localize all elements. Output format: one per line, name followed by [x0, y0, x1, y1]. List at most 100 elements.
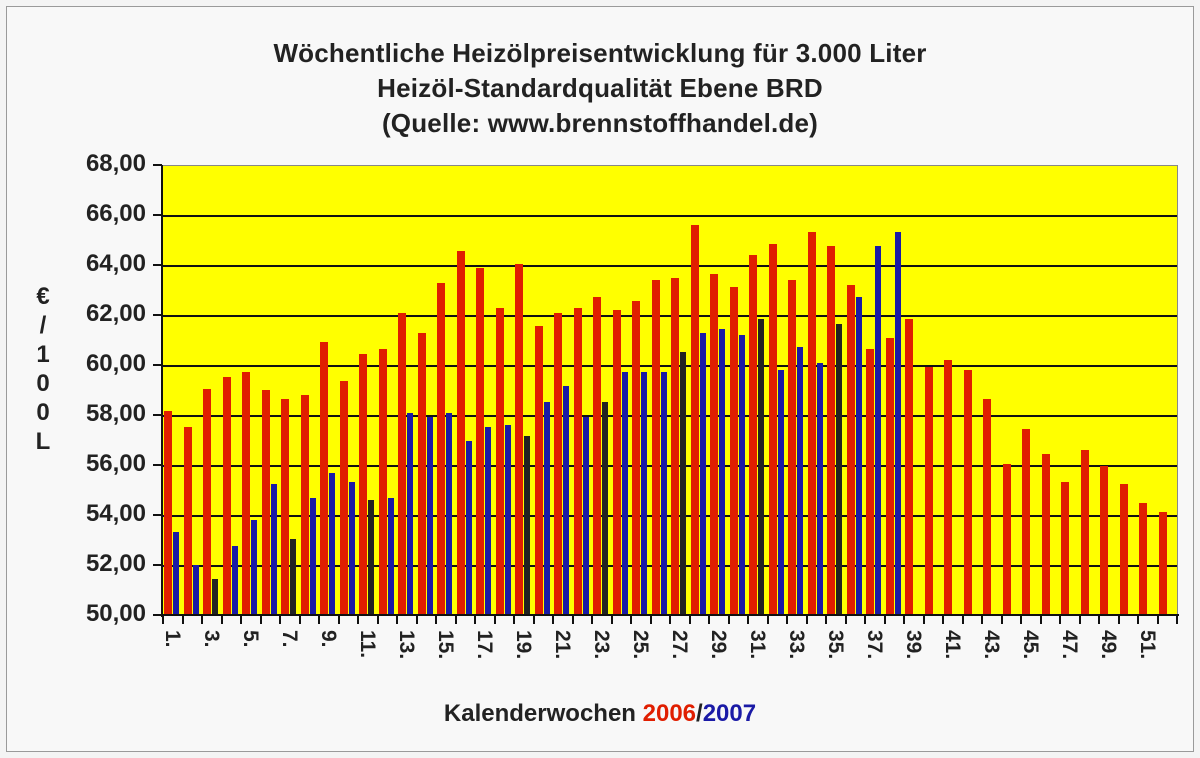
x-tick-label: 29. — [706, 630, 730, 660]
bar-2006 — [242, 372, 250, 616]
bar-2006 — [222, 377, 231, 616]
bar-2006 — [1022, 429, 1030, 616]
bar-2006 — [963, 370, 972, 616]
bar-2007 — [894, 232, 901, 616]
bar-2007 — [465, 441, 472, 616]
bar-2006 — [300, 395, 309, 616]
gridline — [163, 515, 1177, 517]
x-tick-mark — [591, 616, 593, 624]
y-tick-label: 58,00 — [85, 400, 146, 427]
y-axis-label: €/1 0 0 L — [32, 282, 54, 456]
x-tick-mark — [1020, 616, 1022, 624]
x-tick-mark — [727, 616, 730, 624]
x-tick-label: 43. — [979, 630, 1003, 660]
x-tick-mark — [181, 616, 184, 624]
bar-2007 — [485, 427, 491, 616]
x-tick-mark — [922, 616, 925, 624]
bar-2007 — [290, 539, 296, 616]
bar-2006 — [456, 251, 465, 616]
gridline — [163, 265, 1177, 267]
x-tick-mark — [337, 616, 340, 624]
x-axis-label-prefix: Kalenderwochen — [443, 700, 643, 727]
bar-2007 — [387, 498, 394, 616]
bar-2007 — [582, 417, 589, 616]
x-axis-line — [161, 614, 1179, 616]
bar-2006 — [398, 313, 406, 616]
x-tick-label: 35. — [823, 630, 847, 660]
x-tick-mark — [688, 616, 691, 624]
x-tick-mark — [1098, 616, 1100, 624]
bar-2006 — [846, 285, 855, 616]
bar-2007 — [758, 319, 764, 616]
bar-2006 — [534, 326, 543, 616]
y-tick-mark — [153, 414, 162, 416]
x-tick-label: 11. — [355, 630, 379, 659]
chart-title-line3: (Quelle: www.brennstoffhandel.de) — [381, 108, 819, 138]
bar-2006 — [905, 319, 913, 616]
bar-2007 — [621, 372, 628, 616]
bar-2006 — [320, 342, 328, 616]
x-axis-label-year-2007: 2007 — [702, 700, 757, 727]
gridline — [163, 365, 1177, 367]
x-tick-label: 3. — [199, 630, 223, 648]
bar-2006 — [944, 360, 952, 616]
bar-2006 — [827, 246, 835, 616]
x-tick-mark — [474, 616, 476, 624]
y-tick-label: 50,00 — [85, 600, 146, 627]
x-tick-mark — [357, 616, 359, 624]
x-tick-label: 51. — [1135, 630, 1159, 660]
bar-2007 — [719, 329, 725, 616]
bar-2006 — [671, 278, 679, 616]
bar-2007 — [446, 413, 452, 616]
bar-2006 — [866, 349, 874, 616]
x-tick-mark — [1059, 616, 1061, 624]
bar-2006 — [339, 381, 348, 616]
x-tick-mark — [240, 616, 242, 624]
bar-2006 — [651, 280, 660, 616]
x-tick-mark — [630, 616, 632, 624]
bar-2006 — [1002, 464, 1011, 616]
bar-2007 — [212, 578, 218, 616]
bar-2006 — [437, 283, 445, 616]
bar-2007 — [173, 532, 179, 616]
bar-2007 — [407, 413, 413, 616]
y-tick-label: 54,00 — [85, 500, 146, 527]
bar-2007 — [660, 372, 667, 616]
x-tick-mark — [415, 616, 418, 624]
bar-2006 — [1080, 450, 1089, 616]
bar-2006 — [983, 399, 991, 616]
chart-title-line2: Heizöl-Standardqualität Ebene BRD — [377, 73, 823, 103]
x-tick-mark — [1078, 616, 1081, 624]
x-tick-mark — [298, 616, 301, 624]
y-tick-mark — [153, 164, 162, 166]
bar-2007 — [816, 363, 823, 616]
bar-2007 — [524, 436, 530, 616]
x-tick-label: 19. — [511, 630, 535, 660]
x-tick-mark — [844, 616, 847, 624]
gridline — [163, 215, 1177, 217]
x-tick-mark — [279, 616, 281, 624]
x-tick-mark — [220, 616, 223, 624]
x-tick-mark — [259, 616, 262, 624]
y-tick-label: 68,00 — [85, 150, 146, 177]
y-tick-mark — [153, 464, 162, 466]
bar-2007 — [251, 520, 257, 616]
y-axis-label-char: 1 — [36, 341, 50, 368]
bar-2006 — [749, 255, 757, 616]
bar-2006 — [417, 333, 426, 616]
x-axis-label: Kalenderwochen 2006/2007 — [0, 700, 1200, 728]
gridline — [163, 415, 1177, 417]
y-axis-label-char: / — [39, 312, 47, 339]
x-tick-mark — [649, 616, 652, 624]
bar-2006 — [164, 411, 172, 616]
bar-2007 — [855, 297, 862, 616]
x-tick-mark — [1156, 616, 1159, 624]
bar-2007 — [777, 370, 784, 616]
x-tick-label: 5. — [238, 630, 262, 648]
x-tick-mark — [435, 616, 437, 624]
y-tick-label: 56,00 — [85, 450, 146, 477]
x-tick-mark — [571, 616, 574, 624]
y-tick-label: 66,00 — [85, 200, 146, 227]
x-tick-mark — [532, 616, 535, 624]
bar-2007 — [329, 473, 335, 616]
